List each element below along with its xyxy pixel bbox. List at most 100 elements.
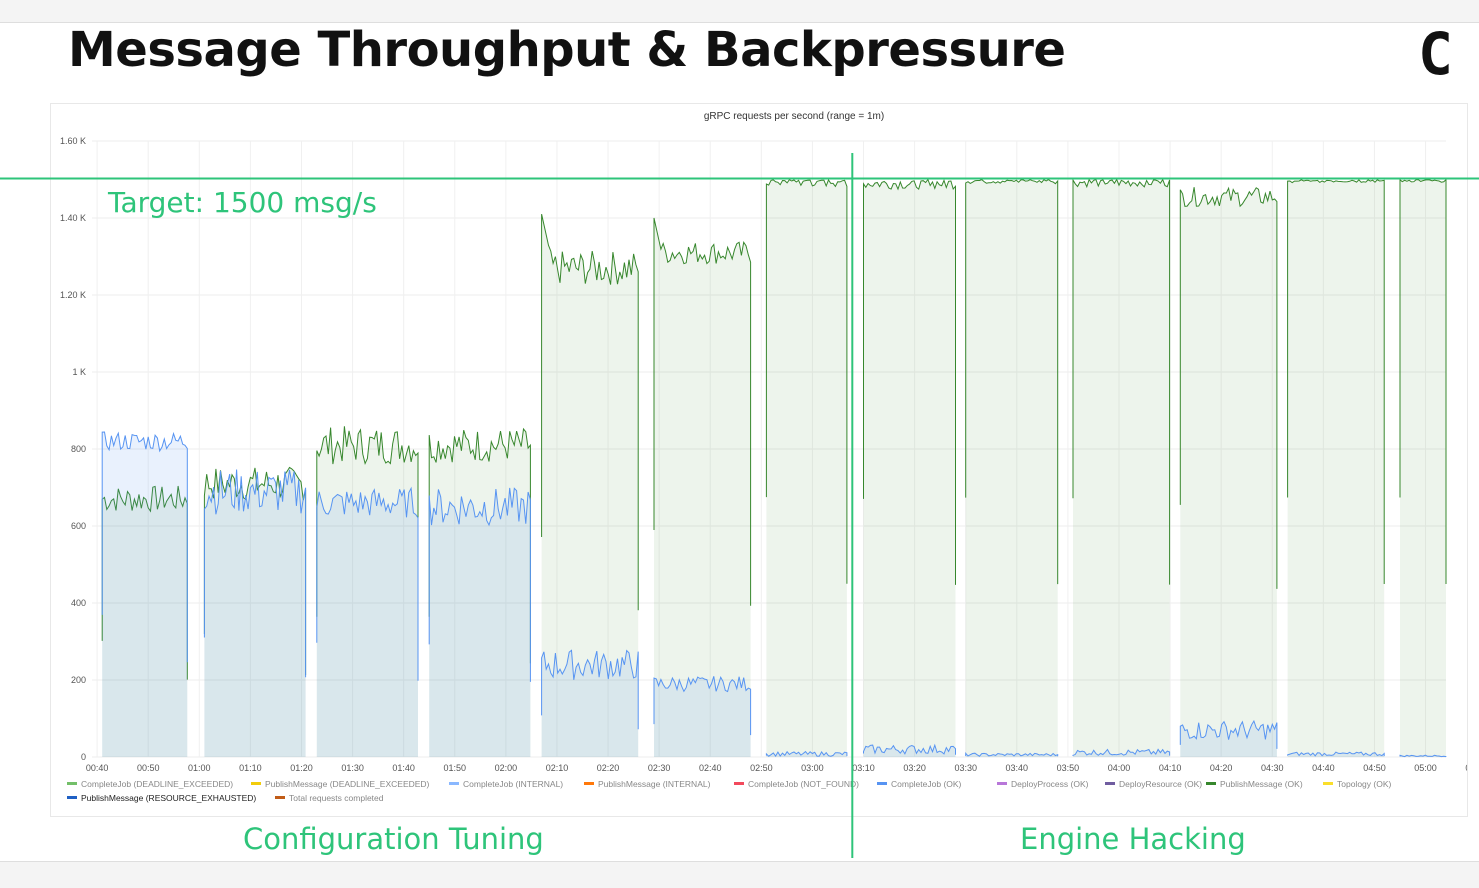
x-tick-label: 04:10 (1159, 763, 1182, 773)
x-tick-label: 02:40 (699, 763, 722, 773)
series-line (316, 426, 419, 664)
x-tick-label: 01:30 (341, 763, 364, 773)
x-tick-label: 04:20 (1210, 763, 1233, 773)
y-tick-label: 600 (71, 521, 86, 531)
x-tick-label: 00:40 (86, 763, 109, 773)
series-area (1180, 187, 1277, 757)
legend-swatch (877, 782, 887, 785)
legend-swatch (449, 782, 459, 785)
x-tick-label: 03:20 (903, 763, 926, 773)
series-line (965, 179, 1059, 585)
legend-swatch (67, 796, 77, 799)
legend-swatch (1206, 782, 1216, 785)
legend-item: CompleteJob (INTERNAL) (463, 779, 563, 789)
legend-swatch (251, 782, 261, 785)
series-area (316, 488, 418, 757)
legend-item: PublishMessage (DEADLINE_EXCEEDED) (265, 779, 430, 789)
series-line (1072, 178, 1171, 585)
x-tick-label: 01:10 (239, 763, 262, 773)
y-tick-label: 1 K (72, 367, 86, 377)
series-line (1287, 179, 1385, 584)
section-label-engine: Engine Hacking (1020, 822, 1246, 856)
x-tick-label: 02:00 (495, 763, 518, 773)
x-tick-label: 03:30 (954, 763, 977, 773)
series-line (203, 469, 307, 678)
series-area (204, 469, 306, 757)
series-area (1287, 752, 1385, 757)
y-tick-label: 1.20 K (60, 290, 86, 300)
series-area (965, 179, 1058, 758)
x-tick-label: 05:10 (1465, 763, 1467, 773)
y-tick-label: 1.40 K (60, 213, 86, 223)
x-tick-label: 04:30 (1261, 763, 1284, 773)
series-line (965, 751, 1059, 757)
legend-item: PublishMessage (OK) (1220, 779, 1303, 789)
series-line (653, 217, 752, 606)
series-line (428, 427, 531, 664)
series-area (654, 218, 751, 757)
chart-title: gRPC requests per second (range = 1m) (704, 111, 884, 122)
y-tick-label: 800 (71, 444, 86, 454)
legend-item: PublishMessage (INTERNAL) (598, 779, 711, 789)
x-tick-label: 02:20 (597, 763, 620, 773)
series-line (863, 178, 956, 585)
series-area (1073, 179, 1170, 757)
target-label: Target: 1500 msg/s (108, 186, 377, 219)
series-area (102, 486, 188, 757)
series-area (654, 676, 751, 757)
x-tick-label: 02:30 (648, 763, 671, 773)
series-line (863, 743, 956, 755)
legend-item: DeployProcess (OK) (1011, 779, 1089, 789)
legend-item: Topology (OK) (1337, 779, 1391, 789)
series-area (316, 426, 418, 757)
y-tick-label: 0 (81, 752, 86, 762)
x-tick-label: 03:10 (852, 763, 875, 773)
series-area (429, 487, 531, 757)
series-line (428, 487, 531, 682)
legend-item: CompleteJob (DEADLINE_EXCEEDED) (81, 779, 233, 789)
brand-logo: C (1418, 24, 1453, 117)
legend-item: CompleteJob (OK) (891, 779, 962, 789)
series-line (653, 676, 752, 736)
series-line (1399, 178, 1447, 584)
series-line (765, 178, 848, 584)
legend-swatch (997, 782, 1007, 785)
series-line (316, 486, 419, 681)
x-tick-label: 04:50 (1363, 763, 1386, 773)
throughput-chart: gRPC requests per second (range = 1m) 0 20… (60, 111, 1467, 803)
slide-title: Message Throughput & Backpressure (68, 22, 1066, 78)
series-area (204, 467, 306, 757)
x-tick-label: 00:50 (137, 763, 160, 773)
series-line (1287, 751, 1385, 757)
x-tick-label: 04:40 (1312, 763, 1335, 773)
y-tick-label: 200 (71, 675, 86, 685)
series-area (1287, 179, 1385, 758)
series-line (1072, 748, 1171, 757)
legend-item: Total requests completed (289, 793, 384, 803)
x-tick-label: 05:00 (1414, 763, 1437, 773)
x-tick-label: 02:10 (546, 763, 569, 773)
legend-swatch (275, 796, 285, 799)
series-line (1179, 186, 1278, 589)
logo-letter: C (1418, 20, 1453, 88)
x-tick-label: 03:00 (801, 763, 824, 773)
legend-swatch (67, 782, 77, 785)
series-area (863, 179, 956, 757)
series-line (765, 750, 848, 758)
x-tick-label: 01:00 (188, 763, 211, 773)
series-publishmessage-ok- (101, 178, 1447, 758)
legend-item: DeployResource (OK) (1119, 779, 1202, 789)
y-tick-label: 1.60 K (60, 136, 86, 146)
legend-swatch (1323, 782, 1333, 785)
x-tick-label: 02:50 (750, 763, 773, 773)
series-area (863, 745, 956, 757)
x-tick-label: 01:40 (392, 763, 415, 773)
y-tick-label: 400 (71, 598, 86, 608)
series-line (1399, 754, 1447, 758)
x-tick-label: 01:20 (290, 763, 313, 773)
chart-panel: gRPC requests per second (range = 1m) 0 20… (50, 103, 1468, 817)
series-area (429, 429, 531, 757)
series-line (101, 431, 188, 663)
legend-item: CompleteJob (NOT_FOUND) (748, 779, 859, 789)
legend-item: PublishMessage (RESOURCE_EXHAUSTED) (81, 793, 256, 803)
